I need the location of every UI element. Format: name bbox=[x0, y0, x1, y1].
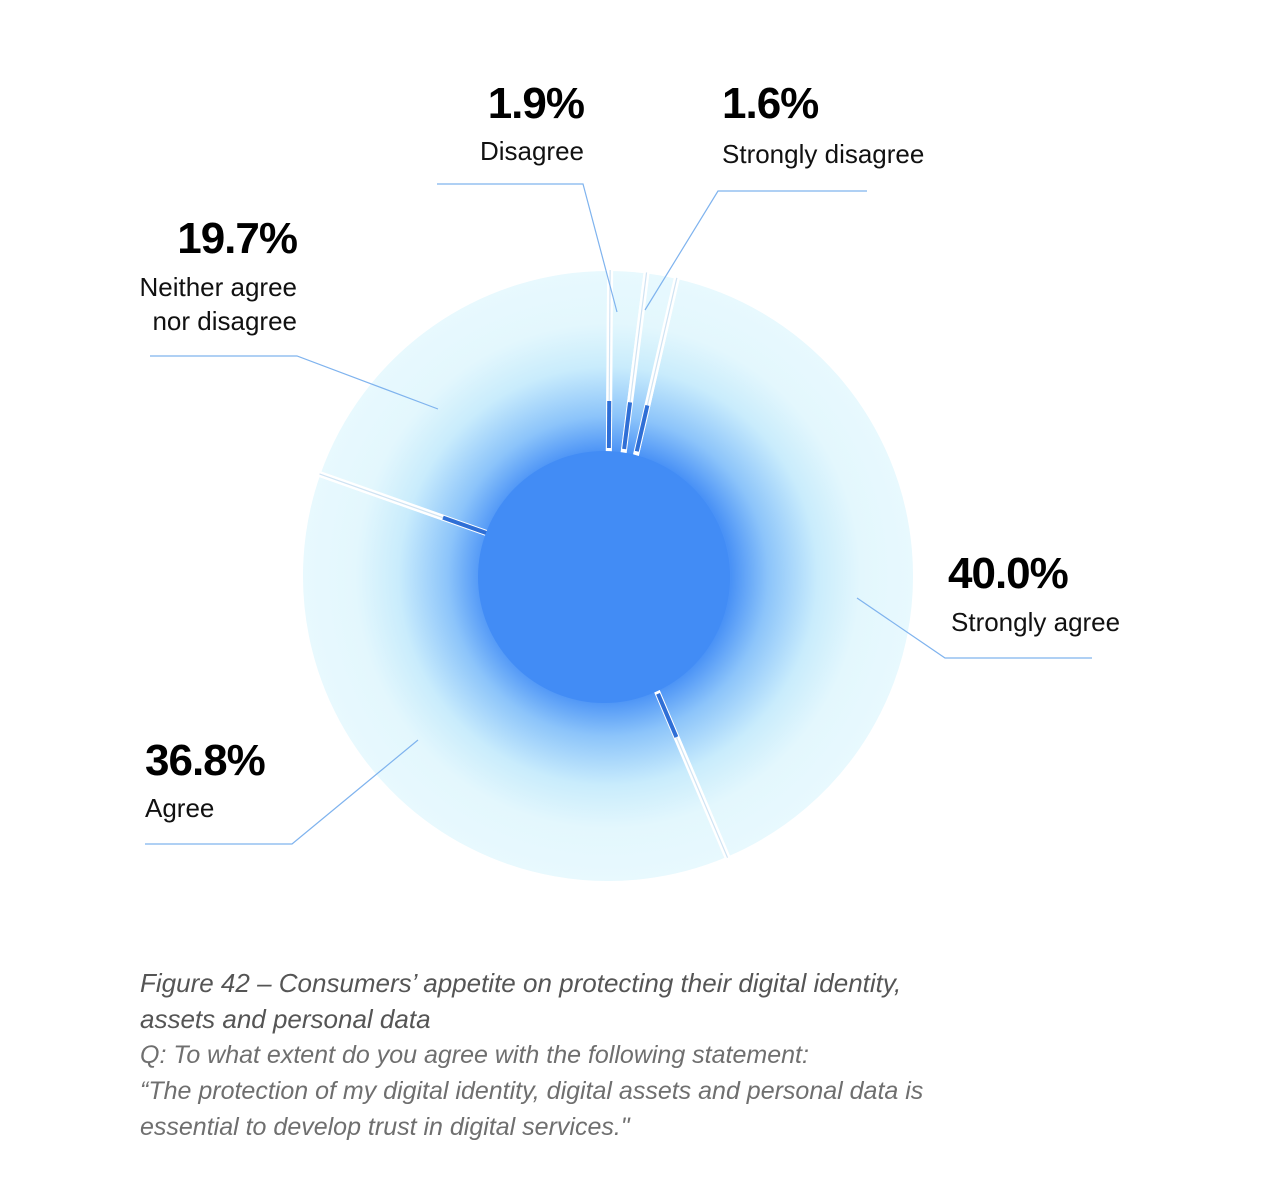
leader-line-strongly-disagree bbox=[644, 190, 867, 311]
slice-agree bbox=[297, 470, 732, 887]
slice-separator-inner bbox=[622, 402, 633, 450]
caption-question-line-2: “The protection of my digital identity, … bbox=[140, 1077, 924, 1105]
value-label-neither-agree-nor-disagree: 19.7% bbox=[177, 214, 297, 263]
value-label-disagree: 1.9% bbox=[488, 79, 584, 128]
value-label-strongly-disagree: 1.6% bbox=[722, 79, 818, 128]
slice-separator-outer bbox=[629, 272, 648, 403]
value-label-agree: 36.8% bbox=[145, 736, 265, 785]
category-label-disagree: Disagree bbox=[480, 136, 584, 166]
leader-line-neither-agree-nor-disagree bbox=[150, 355, 439, 410]
category-label-strongly-agree: Strongly agree bbox=[951, 607, 1120, 637]
category-label-neither-agree-nor-disagree-line-1: Neither agree bbox=[139, 272, 297, 302]
donut-chart-svg: 40.0% Strongly agree 36.8% Agree 19.7% Neithe… bbox=[139, 79, 1121, 887]
donut-chart: 40.0% Strongly agree 36.8% Agree 19.7% Neithe… bbox=[139, 79, 1121, 887]
leader-line-strongly-agree bbox=[856, 597, 1092, 659]
slice-separator-outer bbox=[608, 270, 611, 402]
slice-separator-inner bbox=[656, 693, 679, 738]
labels-group: 40.0% Strongly agree 36.8% Agree 19.7% Neithe… bbox=[139, 79, 1120, 845]
leader-line-agree bbox=[145, 739, 419, 845]
slice-separator-inner bbox=[634, 405, 650, 452]
caption-question-line-3: essential to develop trust in digital se… bbox=[140, 1113, 630, 1141]
category-label-neither-agree-nor-disagree-line-2: nor disagree bbox=[152, 306, 297, 336]
slice-separator-inner bbox=[442, 515, 488, 536]
caption-title-line-2: assets and personal data bbox=[140, 1004, 431, 1034]
slice-separator-outer bbox=[646, 277, 678, 406]
slice-strongly-agree bbox=[605, 272, 919, 863]
figure-caption: Figure 42 – Consumers’ appetite on prote… bbox=[140, 965, 1140, 1145]
leader-line-disagree bbox=[437, 183, 618, 313]
value-label-strongly-agree: 40.0% bbox=[948, 549, 1068, 598]
slice-separator-outer bbox=[319, 473, 444, 519]
category-label-agree: Agree bbox=[145, 793, 214, 823]
caption-question-line-1: Q: To what extent do you agree with the … bbox=[140, 1041, 809, 1069]
slice-separator-outer bbox=[675, 736, 729, 858]
caption-title-line-1: Figure 42 – Consumers’ appetite on prote… bbox=[140, 968, 902, 998]
category-label-strongly-disagree: Strongly disagree bbox=[722, 139, 924, 169]
donut-center bbox=[478, 451, 730, 703]
